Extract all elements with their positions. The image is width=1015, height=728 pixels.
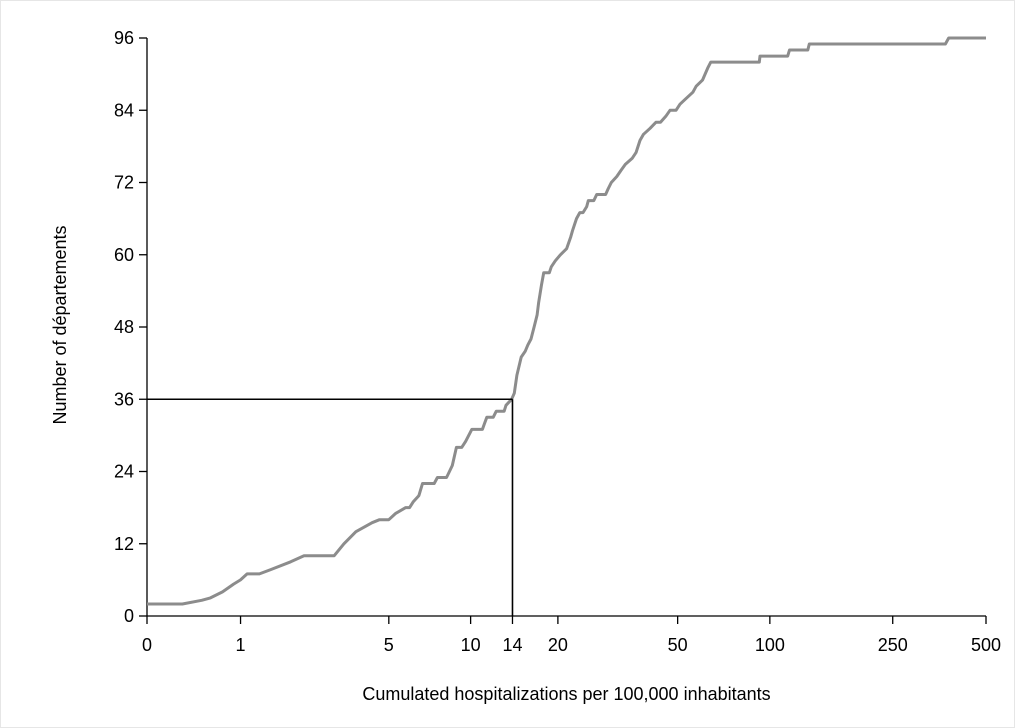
x-tick-label: 14 [502,635,522,655]
x-axis-title: Cumulated hospitalizations per 100,000 i… [362,684,770,704]
y-tick-label: 12 [114,534,134,554]
cumulative-curve-series [147,36,986,606]
x-tick-label: 250 [878,635,908,655]
x-tick-label: 50 [668,635,688,655]
y-tick-label: 36 [114,389,134,409]
x-tick-label: 500 [971,635,1001,655]
y-tick-label: 0 [124,606,134,626]
plot-area: 0 12 24 36 48 60 72 84 96 0 1 5 10 14 20 50 100 250 500 [114,28,1001,655]
y-tick-label: 24 [114,462,134,482]
y-tick-label: 60 [114,245,134,265]
x-tick-label: 1 [236,635,246,655]
x-tick-label: 0 [142,635,152,655]
y-axis-title: Number of départements [50,225,70,424]
x-tick-label: 20 [548,635,568,655]
y-tick-label: 96 [114,28,134,48]
y-tick-label: 84 [114,100,134,120]
x-tick-label: 100 [755,635,785,655]
y-tick-label: 48 [114,317,134,337]
y-tick-label: 72 [114,173,134,193]
y-axis-ticks: 0 12 24 36 48 60 72 84 96 [114,28,147,626]
x-tick-label: 10 [461,635,481,655]
x-tick-label: 5 [384,635,394,655]
x-axis-ticks: 0 1 5 10 14 20 50 100 250 500 [142,616,1001,655]
